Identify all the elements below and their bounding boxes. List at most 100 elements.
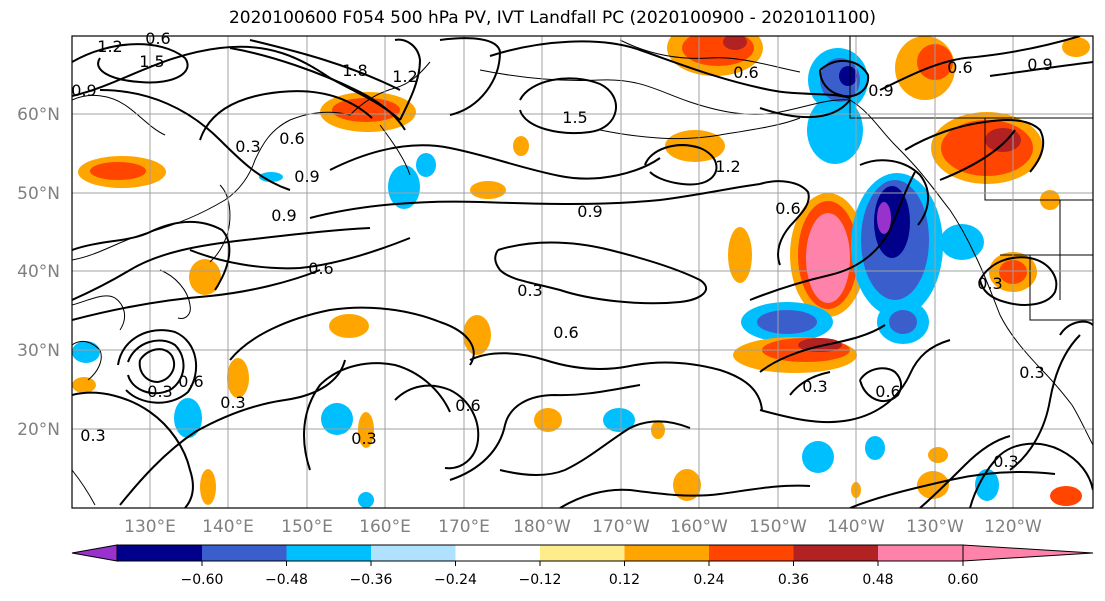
pv-contour — [72, 45, 401, 121]
shade-patch — [985, 128, 1021, 152]
colorbar-tick-label: 0.60 — [947, 572, 978, 588]
pv-contour — [119, 359, 346, 506]
contour-label: 1.2 — [392, 67, 417, 86]
pv-contour — [229, 47, 406, 131]
lon-axis: 130°E 140°E 150°E 160°E 170°E 180°W 170°… — [124, 517, 1042, 537]
colorbar-tick-label: 0.24 — [693, 572, 724, 588]
coast-line — [209, 184, 231, 263]
ivt-shading — [72, 36, 1090, 508]
pv-contour — [759, 99, 851, 119]
pv-contour — [1009, 334, 1081, 471]
colorbar-tick-label: 0.12 — [609, 572, 640, 588]
lon-label: 170°W — [592, 517, 650, 537]
contour-label: 1.5 — [139, 52, 164, 71]
contour-label: 0.6 — [553, 323, 578, 342]
pv-contour — [789, 371, 831, 396]
shade-patch — [227, 358, 249, 398]
contour-label: 1.5 — [562, 108, 587, 127]
pv-contour — [449, 384, 641, 481]
coast-line — [849, 99, 951, 211]
map-title: 2020100600 F054 500 hPa PV, IVT Landfall… — [228, 8, 876, 28]
pv-contour — [989, 61, 1093, 77]
shade-patch — [889, 310, 917, 334]
contour-label: 0.3 — [993, 452, 1018, 471]
shade-patch — [463, 315, 491, 355]
coast-line — [619, 39, 801, 73]
lon-label: 140°E — [202, 517, 254, 537]
pv-contour — [969, 442, 1093, 508]
pv-contour — [394, 38, 422, 121]
contour-label: 0.6 — [279, 129, 304, 148]
pv-contour — [859, 159, 929, 226]
lat-label: 40°N — [17, 262, 60, 282]
pv-contour — [138, 348, 176, 384]
lat-label: 20°N — [17, 420, 60, 440]
coast-line — [1071, 404, 1093, 446]
pv-contour — [494, 241, 708, 305]
shade-patch — [839, 66, 857, 86]
colorbar-tick-labels: −0.60 −0.48 −0.36 −0.24 −0.12 0.12 0.24 … — [181, 572, 979, 588]
shade-patch — [728, 227, 752, 283]
contour-label: 0.6 — [178, 372, 203, 391]
lon-label: 160°W — [670, 517, 728, 537]
colorbar-segment — [286, 545, 371, 561]
shade-patch — [1062, 37, 1090, 57]
contour-label: 0.6 — [947, 58, 972, 77]
pv-contour — [229, 306, 475, 366]
pv-contour — [759, 339, 951, 424]
colorbar-tick-label: −0.60 — [181, 572, 224, 588]
shade-patch — [72, 377, 96, 393]
contour-label: 0.3 — [517, 281, 542, 300]
pv-contour — [859, 367, 902, 402]
contour-labels: 1.2 0.6 0.9 1.8 1.5 0.3 0.6 0.9 1.5 1.2 … — [71, 29, 1052, 471]
contour-label: 1.2 — [97, 37, 122, 56]
pv-contour — [904, 119, 1045, 173]
pv-contour — [303, 362, 451, 471]
pv-contour — [644, 144, 718, 186]
pv-contour — [189, 237, 411, 270]
shade-patch — [200, 469, 216, 505]
contour-label: 0.6 — [145, 29, 170, 48]
coast-line — [159, 269, 191, 319]
contour-label: 0.6 — [775, 199, 800, 218]
contour-label: 0.3 — [977, 274, 1002, 293]
pv-contour — [499, 420, 691, 476]
contour-label: 0.3 — [220, 393, 245, 412]
pv-contour — [919, 435, 1011, 508]
shade-patch — [358, 412, 374, 448]
shade-patch — [259, 172, 283, 182]
pv-contour — [72, 43, 189, 84]
pv-contour — [329, 144, 661, 180]
coast-line — [379, 124, 411, 176]
pv-contour — [439, 37, 502, 116]
colorbar-segment — [878, 545, 963, 561]
contour-label: 0.3 — [235, 137, 260, 156]
colorbar-segment — [624, 545, 709, 561]
pv-contour — [489, 40, 851, 99]
contour-label: 0.3 — [80, 426, 105, 445]
pv-contour — [72, 269, 321, 321]
colorbar-tick-label: −0.48 — [265, 572, 308, 588]
shade-patch — [534, 408, 562, 432]
contour-label: 0.3 — [147, 382, 172, 401]
shade-patch — [928, 447, 948, 463]
contour-label: 0.3 — [1019, 363, 1044, 382]
colorbar-ticks — [201, 561, 964, 566]
pv-contour — [759, 324, 886, 373]
colorbar-segment — [793, 545, 878, 561]
colorbar-extend-max — [962, 544, 1094, 562]
shade-patch — [975, 469, 999, 501]
colorbar-segment — [371, 545, 456, 561]
colorbar-tick-label: −0.12 — [519, 572, 562, 588]
lon-label: 180°W — [513, 517, 571, 537]
pv-contour — [1059, 320, 1093, 336]
pv-contour — [72, 220, 231, 291]
pv-contour — [127, 339, 185, 395]
pv-contour — [819, 60, 870, 98]
pv-contours — [72, 36, 1093, 508]
colorbar: −0.60 −0.48 −0.36 −0.24 −0.12 0.12 0.24 … — [71, 544, 1094, 588]
coast-line — [72, 94, 166, 136]
contour-label: 0.9 — [1027, 55, 1052, 74]
colorbar-segment — [202, 545, 287, 561]
